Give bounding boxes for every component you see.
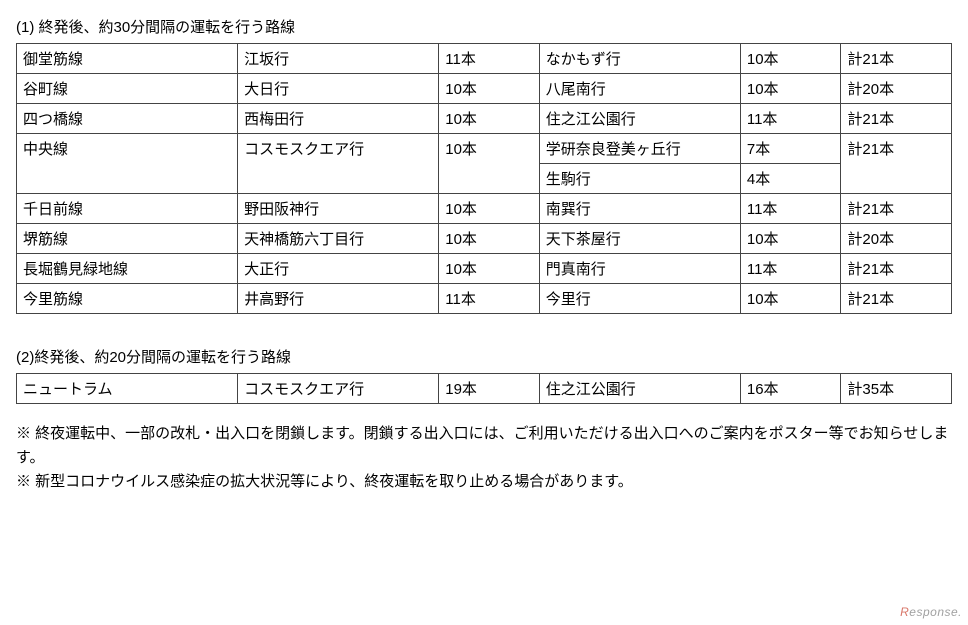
table-row: 今里筋線井高野行11本今里行10本計21本 xyxy=(17,284,952,314)
dest2: 天下茶屋行 xyxy=(539,224,740,254)
table-row: 御堂筋線江坂行11本なかもず行10本計21本 xyxy=(17,44,952,74)
total: 計21本 xyxy=(841,254,952,284)
cnt1: 10本 xyxy=(439,254,540,284)
total: 計21本 xyxy=(841,104,952,134)
table-row: ニュートラム コスモスクエア行 19本 住之江公園行 16本 計35本 xyxy=(17,374,952,404)
cnt1: 10本 xyxy=(439,194,540,224)
table-row: 中央線 コスモスクエア行 10本 学研奈良登美ヶ丘行 7本 計21本 xyxy=(17,134,952,164)
cnt1: 19本 xyxy=(439,374,540,404)
cnt1: 11本 xyxy=(439,284,540,314)
note-1: ※ 終夜運転中、一部の改札・出入口を閉鎖します。閉鎖する出入口には、ご利用いただ… xyxy=(16,422,952,470)
dest1: コスモスクエア行 xyxy=(238,134,439,194)
cnt2: 11本 xyxy=(740,254,841,284)
dest2: なかもず行 xyxy=(539,44,740,74)
cnt1: 10本 xyxy=(439,224,540,254)
dest1: 江坂行 xyxy=(238,44,439,74)
table-row: 四つ橋線西梅田行10本住之江公園行11本計21本 xyxy=(17,104,952,134)
dest1: 井高野行 xyxy=(238,284,439,314)
dest2: 今里行 xyxy=(539,284,740,314)
table-section2: ニュートラム コスモスクエア行 19本 住之江公園行 16本 計35本 xyxy=(16,373,952,404)
note-2: ※ 新型コロナウイルス感染症の拡大状況等により、終夜運転を取り止める場合がありま… xyxy=(16,470,952,494)
cnt2: 11本 xyxy=(740,194,841,224)
dest2b: 生駒行 xyxy=(539,164,740,194)
dest1: 西梅田行 xyxy=(238,104,439,134)
total: 計35本 xyxy=(841,374,952,404)
total: 計21本 xyxy=(841,284,952,314)
table-row: 谷町線大日行10本八尾南行10本計20本 xyxy=(17,74,952,104)
cnt2: 16本 xyxy=(740,374,841,404)
table-row: 長堀鶴見緑地線大正行10本門真南行11本計21本 xyxy=(17,254,952,284)
line-name: 中央線 xyxy=(17,134,238,194)
section1-title: (1) 終発後、約30分間隔の運転を行う路線 xyxy=(16,16,952,37)
dest2: 住之江公園行 xyxy=(539,104,740,134)
line-name: 四つ橋線 xyxy=(17,104,238,134)
dest1: コスモスクエア行 xyxy=(238,374,439,404)
table-section1: 御堂筋線江坂行11本なかもず行10本計21本谷町線大日行10本八尾南行10本計2… xyxy=(16,43,952,314)
dest2a: 学研奈良登美ヶ丘行 xyxy=(539,134,740,164)
dest2: 八尾南行 xyxy=(539,74,740,104)
dest2: 門真南行 xyxy=(539,254,740,284)
notes: ※ 終夜運転中、一部の改札・出入口を閉鎖します。閉鎖する出入口には、ご利用いただ… xyxy=(16,422,952,494)
cnt2a: 7本 xyxy=(740,134,841,164)
dest2: 住之江公園行 xyxy=(539,374,740,404)
watermark-r: R xyxy=(900,605,909,619)
line-name: 千日前線 xyxy=(17,194,238,224)
cnt1: 10本 xyxy=(439,104,540,134)
cnt2: 10本 xyxy=(740,284,841,314)
cnt1: 10本 xyxy=(439,134,540,194)
line-name: 堺筋線 xyxy=(17,224,238,254)
table-row: 千日前線野田阪神行10本南巽行11本計21本 xyxy=(17,194,952,224)
total: 計20本 xyxy=(841,74,952,104)
dest1: 大正行 xyxy=(238,254,439,284)
dest1: 天神橋筋六丁目行 xyxy=(238,224,439,254)
total: 計21本 xyxy=(841,134,952,194)
dest1: 野田阪神行 xyxy=(238,194,439,224)
table-row: 堺筋線天神橋筋六丁目行10本天下茶屋行10本計20本 xyxy=(17,224,952,254)
total: 計21本 xyxy=(841,44,952,74)
cnt2b: 4本 xyxy=(740,164,841,194)
section2-title: (2)終発後、約20分間隔の運転を行う路線 xyxy=(16,346,952,367)
line-name: 長堀鶴見緑地線 xyxy=(17,254,238,284)
cnt2: 10本 xyxy=(740,224,841,254)
total: 計20本 xyxy=(841,224,952,254)
cnt2: 10本 xyxy=(740,74,841,104)
total: 計21本 xyxy=(841,194,952,224)
watermark-text: esponse. xyxy=(909,605,962,619)
cnt2: 10本 xyxy=(740,44,841,74)
dest1: 大日行 xyxy=(238,74,439,104)
line-name: 今里筋線 xyxy=(17,284,238,314)
line-name: 御堂筋線 xyxy=(17,44,238,74)
cnt2: 11本 xyxy=(740,104,841,134)
watermark: Response. xyxy=(900,605,962,619)
line-name: ニュートラム xyxy=(17,374,238,404)
cnt1: 10本 xyxy=(439,74,540,104)
cnt1: 11本 xyxy=(439,44,540,74)
line-name: 谷町線 xyxy=(17,74,238,104)
dest2: 南巽行 xyxy=(539,194,740,224)
